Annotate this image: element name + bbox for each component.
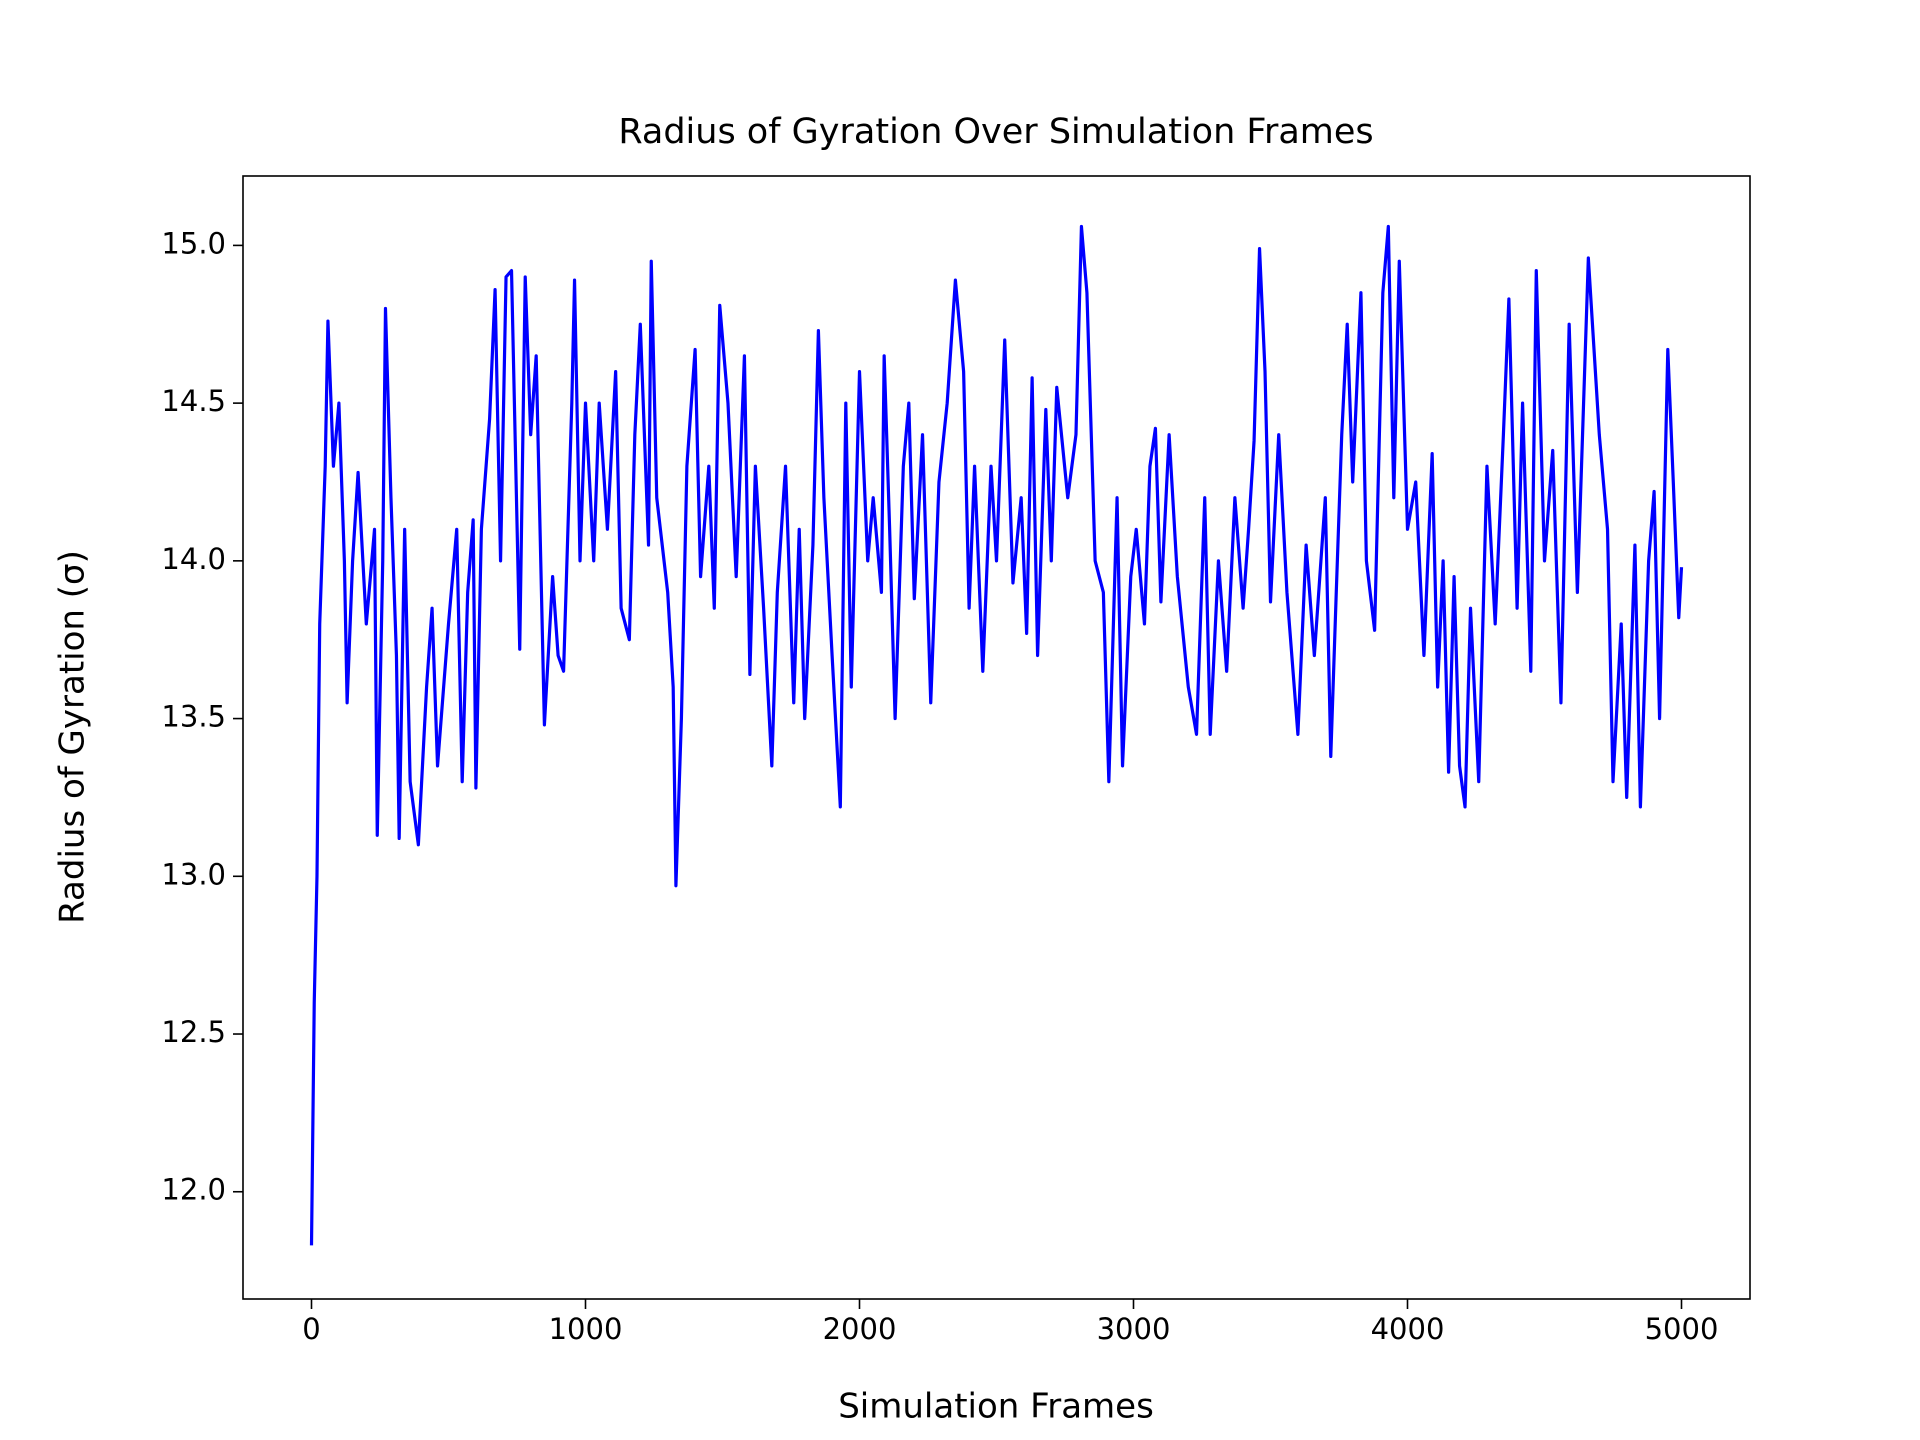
chart-title: Radius of Gyration Over Simulation Frame… — [618, 112, 1373, 152]
data-line — [309, 224, 1684, 1246]
x-axis-label: Simulation Frames — [838, 1387, 1154, 1427]
y-axis-label: Radius of Gyration (σ) — [53, 550, 93, 924]
y-tick-label: 13.0 — [161, 857, 226, 891]
x-tick-label: 2000 — [823, 1312, 897, 1346]
x-tick-label: 1000 — [549, 1312, 623, 1346]
y-tick-label: 12.0 — [161, 1173, 226, 1207]
y-tick-label: 12.5 — [161, 1015, 226, 1049]
y-tick-label: 13.5 — [161, 700, 226, 734]
y-tick-label: 14.0 — [161, 542, 226, 576]
x-tick-label: 4000 — [1371, 1312, 1445, 1346]
y-tick-label: 15.0 — [161, 226, 226, 260]
x-tick-label: 3000 — [1097, 1312, 1171, 1346]
x-tick-label: 0 — [302, 1312, 320, 1346]
y-tick-label: 14.5 — [161, 384, 226, 418]
plot-frame — [242, 175, 1751, 1300]
x-tick-label: 5000 — [1645, 1312, 1719, 1346]
